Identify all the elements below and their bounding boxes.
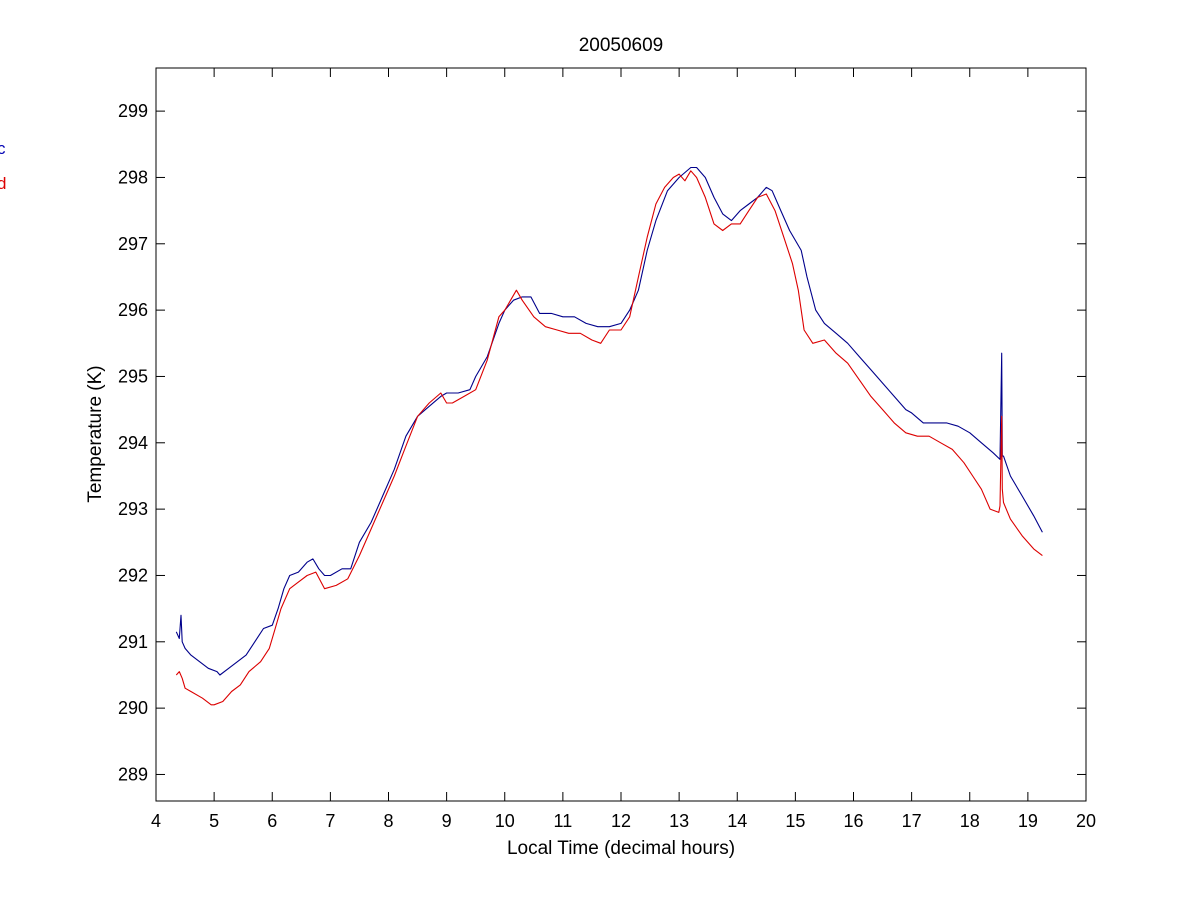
y-axis-title: Temperature (K) <box>85 365 106 502</box>
x-tick-label: 13 <box>669 811 689 831</box>
y-tick-label: 295 <box>118 366 148 386</box>
y-tick-label: 296 <box>118 300 148 320</box>
x-tick-label: 16 <box>843 811 863 831</box>
series-layer <box>175 166 1043 706</box>
x-axis-title: Local Time (decimal hours) <box>507 838 735 859</box>
series-line-2 <box>175 170 1043 706</box>
x-tick-label: 11 <box>554 811 573 831</box>
y-tick-label: 291 <box>118 632 148 652</box>
y-tick-label: 299 <box>118 101 148 121</box>
ticks-layer: 4 5 6 7 8 9 10 11 12 13 14 15 16 17 18 19 20 289 290 291 292… <box>118 68 1096 831</box>
x-tick-label: 12 <box>611 811 631 831</box>
legend-label-c: c <box>0 139 6 158</box>
x-tick-label: 18 <box>960 811 980 831</box>
x-tick-label: 19 <box>1018 811 1038 831</box>
x-tick-label: 8 <box>383 811 393 831</box>
y-tick-label: 292 <box>118 565 148 585</box>
y-tick-label: 293 <box>118 499 148 519</box>
y-tick-label: 289 <box>118 764 148 784</box>
y-tick-label: 297 <box>118 234 148 254</box>
y-tick-label: 290 <box>118 698 148 718</box>
legend: cd <box>0 139 6 193</box>
legend-label-d: d <box>0 174 6 193</box>
x-tick-label: 17 <box>902 811 922 831</box>
x-tick-label: 9 <box>442 811 452 831</box>
x-tick-label: 6 <box>267 811 277 831</box>
x-tick-label: 20 <box>1076 811 1096 831</box>
x-tick-label: 10 <box>495 811 515 831</box>
x-tick-label: 7 <box>325 811 335 831</box>
y-tick-label: 298 <box>118 167 148 187</box>
chart-title: 20050609 <box>579 35 664 56</box>
y-tick-label: 294 <box>118 433 148 453</box>
x-tick-label: 5 <box>209 811 219 831</box>
x-tick-label: 4 <box>151 811 161 831</box>
x-tick-label: 14 <box>727 811 747 831</box>
series-line-1 <box>175 166 1043 676</box>
x-tick-label: 15 <box>785 811 805 831</box>
